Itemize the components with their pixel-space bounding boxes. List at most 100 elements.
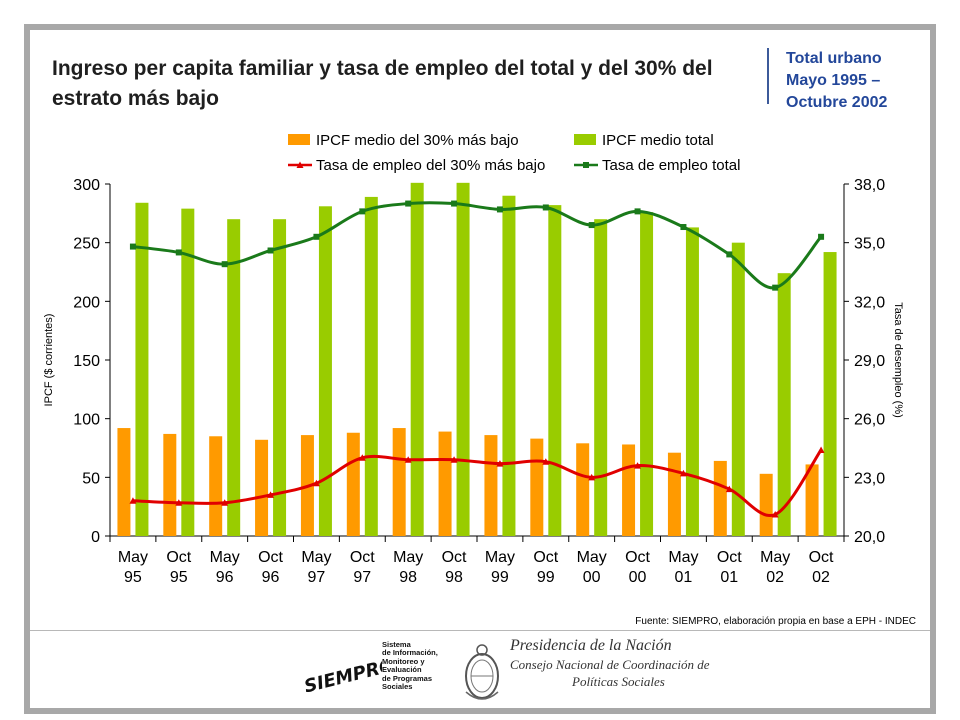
right-tick-label: 35,0: [854, 236, 885, 253]
x-tick-label: Oct 96: [258, 549, 283, 586]
point-employment-low: [679, 469, 687, 477]
bar-ipcf-low: [392, 428, 406, 536]
bar-ipcf-total: [410, 182, 424, 536]
point-employment-total: [772, 284, 779, 291]
point-employment-low: [404, 456, 412, 463]
bar-ipcf-low: [117, 428, 131, 536]
bar-ipcf-total: [548, 205, 562, 536]
legend-ipcf-total-swatch: [574, 134, 596, 145]
point-employment-total: [496, 206, 503, 213]
bar-ipcf-low: [713, 460, 727, 536]
line-employment-low: [132, 449, 823, 518]
bar-ipcf-total: [273, 219, 287, 536]
x-tick-label: Oct 01: [717, 549, 742, 586]
bar-ipcf-total: [823, 252, 837, 536]
point-employment-low: [175, 499, 183, 506]
x-tick-label: Oct 95: [166, 549, 191, 586]
legend-ipcf-low-swatch: [288, 134, 310, 145]
point-employment-total: [175, 249, 182, 256]
legend-employment-total-marker: [583, 162, 589, 168]
point-employment-total: [221, 261, 228, 268]
bar-ipcf-total: [318, 206, 332, 536]
x-tick-label: May 01: [668, 549, 698, 586]
bar-ipcf-total: [731, 242, 745, 536]
point-employment-low: [221, 499, 229, 506]
bar-ipcf-low: [667, 452, 681, 536]
bar-ipcf-low: [438, 431, 452, 536]
point-employment-total: [588, 222, 595, 229]
bar-ipcf-low: [805, 464, 819, 536]
legend-employment-low-marker: [296, 161, 304, 168]
left-tick-label: 50: [82, 470, 100, 487]
left-tick-label: 150: [73, 353, 100, 370]
bar-ipcf-low: [255, 439, 269, 536]
bar-ipcf-total: [685, 227, 699, 536]
x-tick-label: May 02: [760, 549, 790, 586]
bar-ipcf-total: [364, 196, 378, 536]
bar-ipcf-total: [456, 182, 470, 536]
point-employment-total: [359, 208, 366, 215]
point-employment-low: [725, 485, 733, 493]
x-tick-label: May 97: [301, 549, 331, 586]
point-employment-low: [542, 458, 550, 465]
point-employment-total: [680, 224, 687, 231]
presidency-logo-text: Presidencia de la Nación Consejo Naciona…: [510, 636, 710, 690]
bar-ipcf-total: [777, 273, 791, 536]
bar-ipcf-low: [346, 432, 360, 536]
slide-title: Ingreso per capita familiar y tasa de em…: [52, 57, 713, 110]
presidency-line-2: Consejo Nacional de Coordinación de: [510, 657, 710, 672]
legend-employment-total-label: Tasa de empleo total: [602, 157, 740, 174]
left-tick-label: 100: [73, 412, 100, 429]
bar-ipcf-total: [594, 219, 608, 536]
footer-divider: [30, 630, 930, 631]
slide-frame: Ingreso per capita familiar y tasa de em…: [30, 30, 930, 708]
right-tick-label: 23,0: [854, 470, 885, 487]
bar-ipcf-total: [181, 208, 195, 536]
x-tick-label: May 99: [485, 549, 515, 586]
bar-ipcf-total: [640, 212, 654, 536]
right-tick-label: 32,0: [854, 294, 885, 311]
point-employment-total: [726, 251, 733, 258]
point-employment-low: [358, 454, 366, 461]
right-tick-label: 26,0: [854, 412, 885, 429]
left-tick-label: 0: [91, 529, 100, 546]
point-employment-total: [267, 247, 274, 254]
left-tick-label: 250: [73, 236, 100, 253]
bar-ipcf-low: [209, 436, 223, 536]
bar-ipcf-low: [484, 435, 498, 536]
point-employment-total: [818, 233, 825, 240]
point-employment-total: [451, 200, 458, 207]
point-employment-total: [313, 233, 320, 240]
point-employment-total: [542, 204, 549, 211]
presidency-line-3: Políticas Sociales: [572, 674, 665, 689]
legend-ipcf-low-label: IPCF medio del 30% más bajo: [316, 132, 519, 149]
side-label-rule: [767, 48, 769, 104]
point-employment-low: [634, 462, 642, 469]
left-tick-label: 200: [73, 294, 100, 311]
bar-ipcf-total: [227, 219, 241, 536]
point-employment-low: [312, 479, 320, 487]
argentina-seal-icon: [465, 644, 499, 700]
point-employment-low: [588, 473, 596, 481]
side-label: Total urbano Mayo 1995 – Octubre 2002: [786, 50, 888, 111]
bar-ipcf-low: [759, 473, 773, 536]
line-employment-total: [132, 201, 823, 290]
legend-ipcf-total-label: IPCF medio total: [602, 132, 714, 149]
x-tick-label: May 98: [393, 549, 423, 586]
point-employment-low: [496, 460, 504, 467]
combo-chart: 0 50 100 150 200 250 300 20,0 23,0 26,0 29,0 32,0 35…: [43, 132, 916, 627]
x-tick-label: May 96: [210, 549, 240, 586]
bar-ipcf-low: [622, 444, 636, 536]
x-tick-label: May 00: [577, 549, 607, 586]
point-employment-low: [817, 446, 825, 453]
siempro-logo: SIEMPRO: [302, 655, 382, 698]
legend-employment-low-label: Tasa de empleo del 30% más bajo: [316, 157, 545, 174]
point-employment-low: [267, 491, 275, 498]
point-employment-total: [129, 243, 136, 250]
siempro-description: Sistema de Información, Monitoreo y Eval…: [382, 640, 438, 692]
source-note: Fuente: SIEMPRO, elaboración propia en b…: [635, 616, 916, 627]
x-tick-label: May 95: [118, 549, 148, 586]
right-axis-title: Tasa de desempleo (%): [892, 302, 904, 418]
x-tick-label: Oct 02: [809, 549, 834, 586]
left-tick-label: 300: [73, 177, 100, 194]
